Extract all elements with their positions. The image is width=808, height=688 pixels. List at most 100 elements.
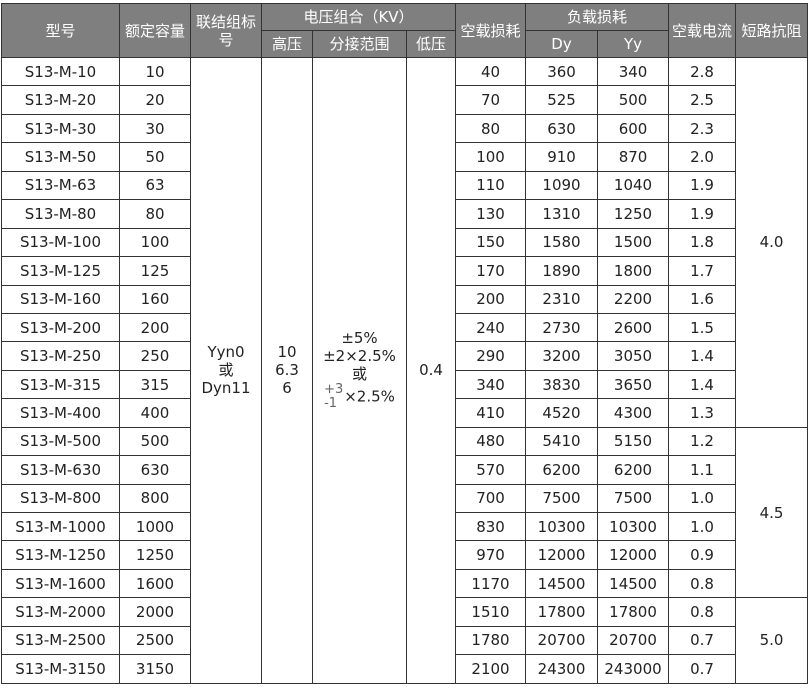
tap-fraction: +3 -1 ×2.5% (313, 383, 406, 411)
noload-loss-cell: 700 (455, 483, 527, 514)
capacity-cell: 20 (119, 85, 191, 115)
yy-loss-cell: 340 (597, 56, 670, 87)
model-cell: S13-M-63 (1, 170, 120, 201)
model-cell: S13-M-80 (1, 199, 120, 229)
table-row: S13-M-2500 2500 1780 20700 20700 0.7 (1, 625, 808, 656)
noload-current-cell: 1.0 (668, 483, 737, 514)
noload-loss-cell: 40 (455, 56, 527, 87)
capacity-cell: 200 (119, 312, 191, 343)
noload-loss-cell: 290 (455, 341, 527, 371)
dy-loss-cell: 1090 (525, 170, 599, 201)
dy-loss-cell: 12000 (525, 540, 599, 570)
table-row: S13-M-30 30 80 630 600 2.3 (1, 113, 808, 144)
table-row: S13-M-20 20 70 525 500 2.5 (1, 85, 808, 115)
noload-loss-cell: 200 (455, 284, 527, 314)
noload-loss-cell: 150 (455, 227, 527, 258)
yy-loss-cell: 7500 (597, 483, 670, 514)
model-cell: S13-M-200 (1, 312, 120, 343)
dy-loss-cell: 10300 (525, 511, 599, 542)
noload-loss-cell: 340 (455, 369, 527, 400)
noload-current-cell: 1.1 (668, 455, 737, 485)
table-row: S13-M-160 160 200 2310 2200 1.6 (1, 284, 808, 314)
capacity-cell: 630 (119, 455, 191, 485)
table-row: S13-M-10 10 Yyn0 或 Dyn11 10 6.3 6 ±5% ±2×2.5% 或 +3-… (1, 56, 808, 684)
table-row: S13-M-1600 1600 1170 14500 14500 0.8 (1, 568, 808, 599)
transformer-spec-table: 型号 额定容量 联结组标号 电压组合（KV） 空载损耗 负载损耗 空载电流 短路… (1, 3, 808, 684)
noload-current-cell: 1.7 (668, 256, 737, 286)
table-row: S13-M-1000 1000 830 10300 10300 1.0 (1, 511, 808, 542)
dy-loss-cell: 3200 (525, 341, 599, 371)
noload-loss-cell: 2100 (455, 654, 527, 684)
capacity-cell: 63 (119, 170, 191, 201)
capacity-cell: 1000 (119, 511, 191, 542)
header-load-loss: 负载损耗 (525, 3, 670, 31)
yy-loss-cell: 1800 (597, 256, 670, 286)
model-cell: S13-M-160 (1, 284, 120, 314)
model-cell: S13-M-3150 (1, 654, 120, 684)
capacity-cell: 800 (119, 483, 191, 514)
capacity-cell: 80 (119, 199, 191, 229)
header-noload-current: 空载电流 (668, 3, 737, 58)
table-row: S13-M-630 630 570 6200 6200 1.1 (1, 455, 808, 485)
table-row: S13-M-63 63 110 1090 1040 1.9 (1, 170, 808, 201)
model-cell: S13-M-10 (1, 56, 120, 87)
dy-loss-cell: 1580 (525, 227, 599, 258)
tap-plus: +3 (324, 382, 344, 398)
model-cell: S13-M-500 (1, 426, 120, 457)
table-row: S13-M-500 500 480 5410 5150 1.2 4.5 (1, 426, 808, 599)
noload-current-cell: 1.0 (668, 511, 737, 542)
table-row: S13-M-80 80 130 1310 1250 1.9 (1, 199, 808, 229)
cell-line: 或 (351, 365, 367, 384)
table-row: S13-M-315 315 340 3830 3650 1.4 (1, 369, 808, 400)
cell-line: 6 (282, 379, 292, 398)
dy-loss-cell: 360 (525, 56, 599, 87)
capacity-cell: 2000 (119, 597, 191, 627)
capacity-cell: 2500 (119, 625, 191, 656)
noload-loss-cell: 70 (455, 85, 527, 115)
yy-loss-cell: 4300 (597, 398, 670, 428)
header-capacity: 额定容量 (119, 3, 191, 58)
dy-loss-cell: 2310 (525, 284, 599, 314)
tap-step: ×2.5% (344, 387, 395, 406)
capacity-cell: 50 (119, 142, 191, 172)
yy-loss-cell: 10300 (597, 511, 670, 542)
capacity-cell: 315 (119, 369, 191, 400)
dy-loss-cell: 2730 (525, 312, 599, 343)
noload-loss-cell: 100 (455, 142, 527, 172)
capacity-cell: 100 (119, 227, 191, 258)
dy-loss-cell: 1310 (525, 199, 599, 229)
header-impedance: 短路抗阻 (735, 3, 808, 58)
dy-loss-cell: 525 (525, 85, 599, 115)
dy-loss-cell: 5410 (525, 426, 599, 457)
model-cell: S13-M-2000 (1, 597, 120, 627)
yy-loss-cell: 1250 (597, 199, 670, 229)
table-row: S13-M-250 250 290 3200 3050 1.4 (1, 341, 808, 371)
noload-current-cell: 0.7 (668, 654, 737, 684)
header-voltage: 电压组合（KV） (260, 3, 457, 31)
capacity-cell: 1250 (119, 540, 191, 570)
dy-loss-cell: 1890 (525, 256, 599, 286)
noload-loss-cell: 1780 (455, 625, 527, 656)
impedance-cell: 4.5 (735, 426, 808, 599)
hv-cell: 10 6.3 6 (261, 57, 313, 684)
dy-loss-cell: 3830 (525, 369, 599, 400)
model-cell: S13-M-250 (1, 341, 120, 371)
model-cell: S13-M-30 (1, 113, 120, 144)
noload-loss-cell: 130 (455, 199, 527, 229)
table-row: S13-M-2000 2000 1510 17800 17800 0.8 5.0 (1, 597, 808, 684)
yy-loss-cell: 2200 (597, 284, 670, 314)
yy-loss-cell: 2600 (597, 312, 670, 343)
noload-current-cell: 0.8 (668, 597, 737, 627)
capacity-cell: 250 (119, 341, 191, 371)
noload-current-cell: 2.3 (668, 113, 737, 144)
noload-loss-cell: 80 (455, 113, 527, 144)
noload-current-cell: 1.4 (668, 369, 737, 400)
dy-loss-cell: 6200 (525, 455, 599, 485)
yy-loss-cell: 3050 (597, 341, 670, 371)
noload-loss-cell: 830 (455, 511, 527, 542)
lv-cell: 0.4 (405, 57, 457, 684)
yy-loss-cell: 1040 (597, 170, 670, 201)
header-model: 型号 (1, 3, 120, 58)
model-cell: S13-M-20 (1, 85, 120, 115)
yy-loss-cell: 600 (597, 113, 670, 144)
